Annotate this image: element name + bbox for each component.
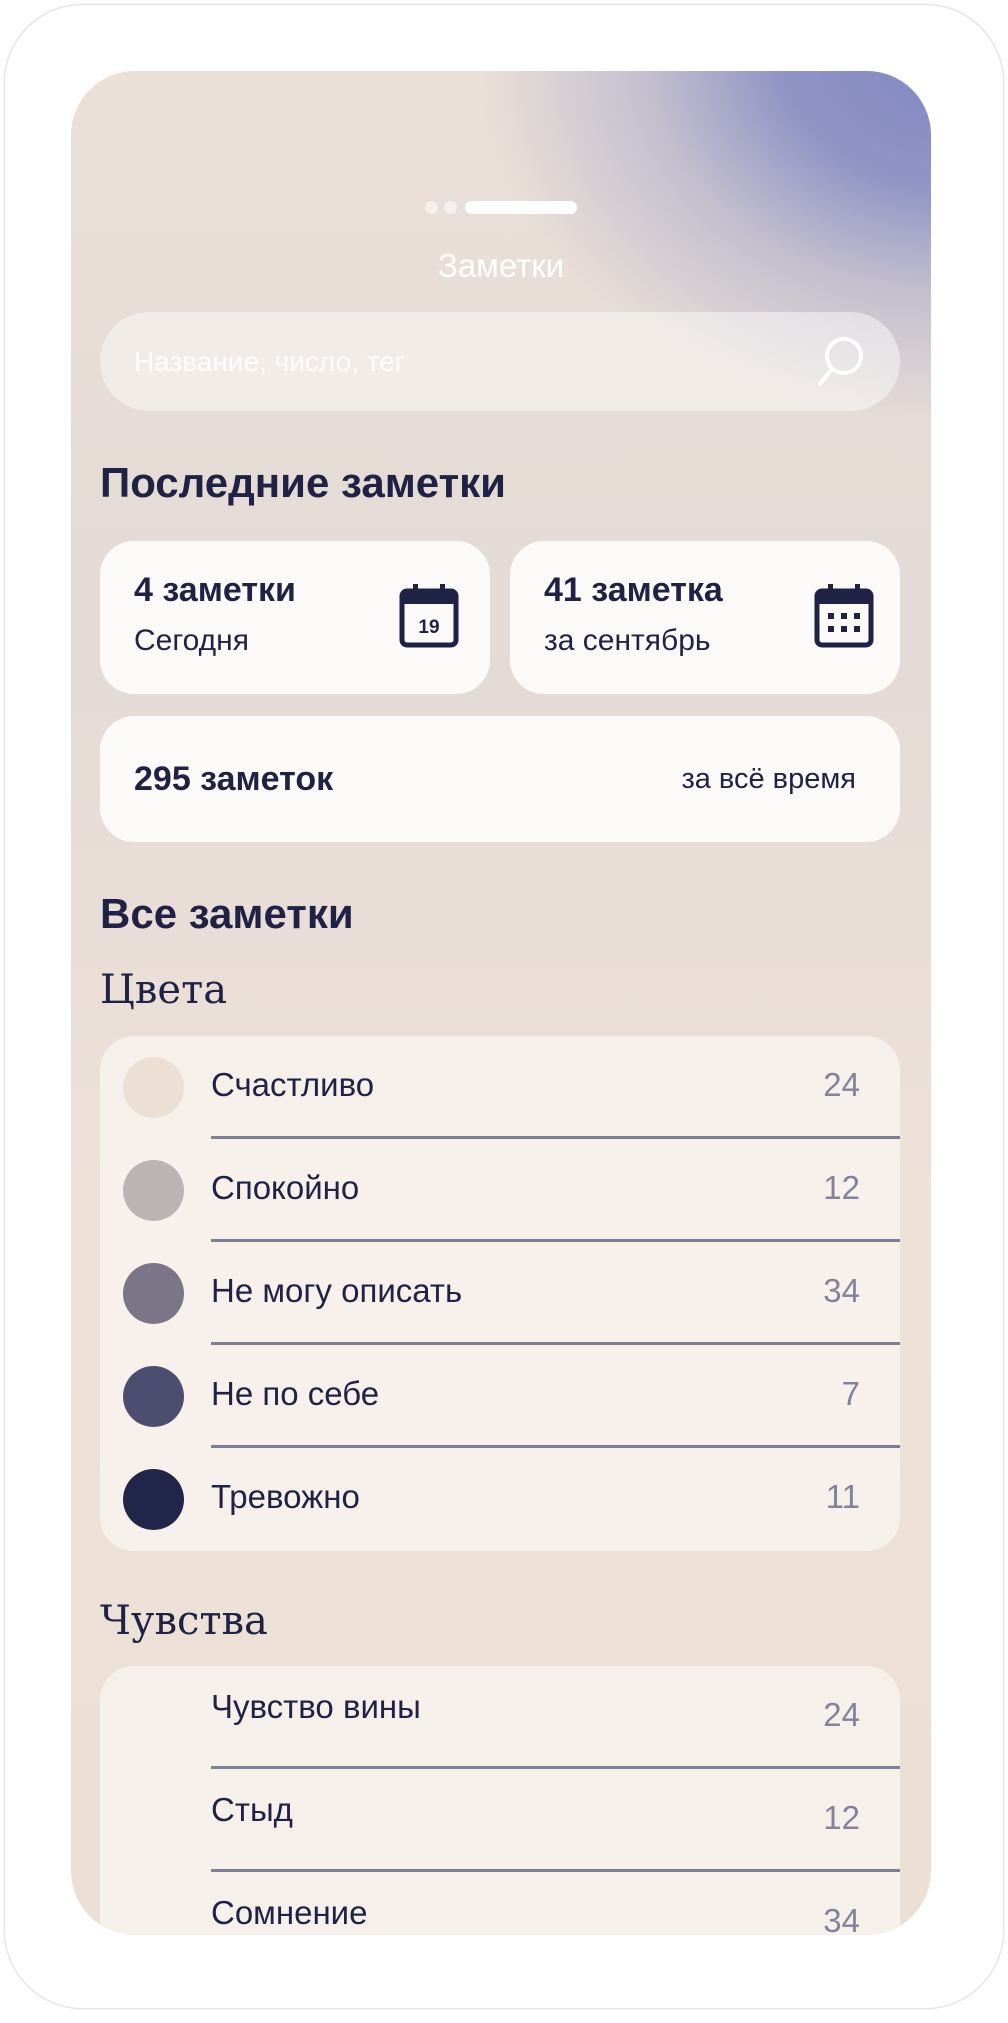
item-label: Счастливо — [211, 1066, 375, 1103]
list-item[interactable]: Не могу описать 34 — [100, 1242, 900, 1345]
color-swatch — [123, 1366, 184, 1427]
calendar-day-number: 19 — [418, 617, 439, 638]
recent-notes-heading: Последние заметки — [100, 459, 506, 506]
all-time-count: 295 заметок — [134, 760, 334, 798]
month-count: 41 заметка — [544, 571, 723, 609]
color-swatch — [123, 1160, 184, 1221]
item-label: Не могу описать — [211, 1272, 463, 1309]
divider — [211, 1342, 900, 1345]
list-item[interactable]: Не по себе 7 — [100, 1345, 900, 1448]
item-label: Сомнение — [211, 1894, 368, 1931]
item-label: Спокойно — [211, 1169, 360, 1206]
divider — [211, 1445, 900, 1448]
today-count: 4 заметки — [134, 571, 296, 609]
page-dot[interactable] — [444, 201, 457, 214]
item-count: 24 — [823, 1066, 860, 1103]
page-indicator[interactable] — [71, 201, 931, 214]
item-label: Тревожно — [211, 1478, 360, 1515]
divider — [211, 1869, 900, 1872]
search-input[interactable] — [134, 345, 816, 378]
color-swatch — [123, 1263, 184, 1324]
item-count: 7 — [841, 1375, 860, 1412]
item-count: 12 — [823, 1799, 860, 1836]
month-card[interactable]: 41 заметка за сентябрь — [510, 541, 900, 694]
item-count: 34 — [823, 1272, 860, 1309]
notes-screen: Заметки Последние заметки 4 заметки Сего… — [71, 71, 931, 1935]
item-count: 24 — [823, 1696, 860, 1733]
today-card[interactable]: 4 заметки Сегодня 19 — [100, 541, 490, 694]
month-label: за сентябрь — [544, 624, 711, 657]
search-icon[interactable] — [816, 335, 866, 389]
item-label: Не по себе — [211, 1375, 380, 1412]
list-item[interactable]: Счастливо 24 — [100, 1036, 900, 1139]
all-time-card[interactable]: 295 заметок за всё время — [100, 716, 900, 842]
list-item[interactable]: Стыд 12 — [100, 1769, 900, 1872]
feelings-list: Чувство вины 24 Стыд 12 Сомнение 34 — [100, 1666, 900, 1935]
item-count: 34 — [823, 1902, 860, 1935]
divider — [211, 1136, 900, 1139]
color-swatch — [123, 1057, 184, 1118]
colors-heading: Цвета — [100, 967, 228, 1013]
feelings-heading: Чувства — [100, 1598, 268, 1644]
item-count: 12 — [823, 1169, 860, 1206]
list-item[interactable]: Спокойно 12 — [100, 1139, 900, 1242]
item-label: Чувство вины — [211, 1688, 421, 1725]
search-bar[interactable] — [100, 312, 900, 411]
today-label: Сегодня — [134, 624, 249, 657]
color-swatch — [123, 1469, 184, 1530]
colors-list: Счастливо 24 Спокойно 12 Не могу описать 34… — [100, 1036, 900, 1551]
calendar-month-icon — [814, 584, 874, 648]
all-time-label: за всё время — [681, 763, 856, 795]
item-count: 11 — [825, 1478, 860, 1515]
page-dot-active[interactable] — [465, 201, 577, 214]
all-notes-heading: Все заметки — [100, 890, 354, 937]
divider — [211, 1239, 900, 1242]
list-item[interactable]: Сомнение 34 — [100, 1872, 900, 1935]
list-item[interactable]: Тревожно 11 — [100, 1448, 900, 1551]
page-title: Заметки — [437, 247, 565, 284]
divider — [211, 1766, 900, 1769]
calendar-day-icon: 19 — [399, 584, 459, 648]
list-item[interactable]: Чувство вины 24 — [100, 1666, 900, 1769]
page-dot[interactable] — [425, 201, 438, 214]
item-label: Стыд — [211, 1791, 293, 1828]
